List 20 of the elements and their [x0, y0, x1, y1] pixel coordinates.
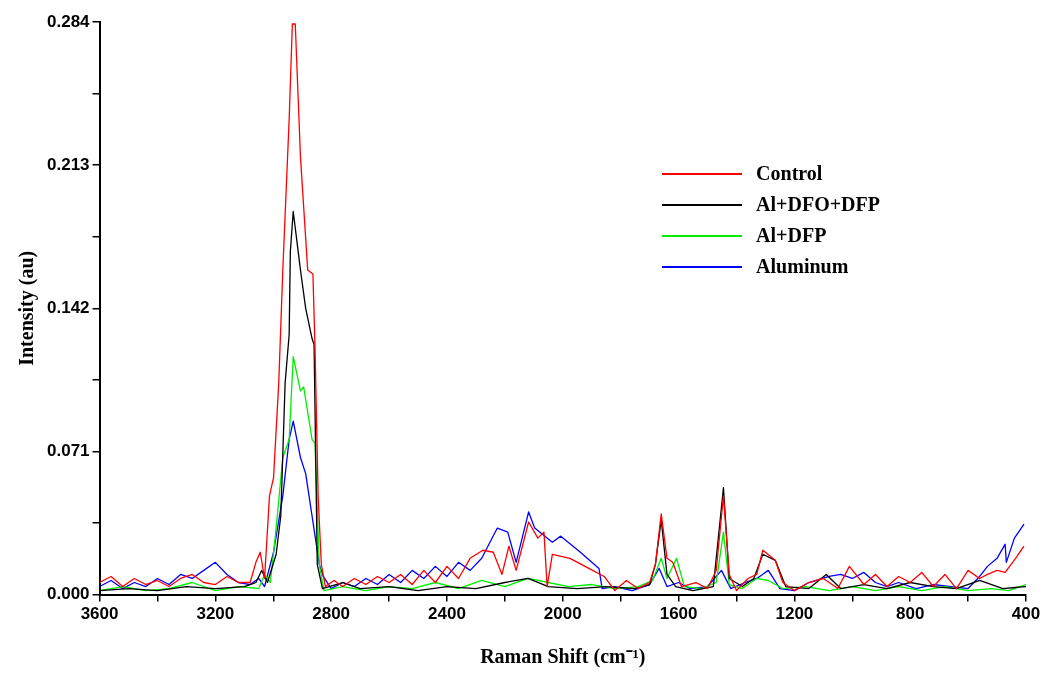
- y-tick-label: 0.071: [46, 441, 90, 461]
- legend-label: Control: [756, 162, 823, 185]
- y-tick-label: 0.142: [46, 297, 90, 317]
- y-tick-label: 0.284: [46, 11, 91, 31]
- y-tick-label: 0.000: [46, 584, 90, 604]
- x-tick-label: 1600: [659, 604, 698, 624]
- x-axis-title: Raman Shift (cm⁻¹): [480, 645, 646, 669]
- y-axis-title: Intensity (au): [15, 250, 39, 366]
- legend-label: Al+DFO+DFP: [756, 193, 880, 216]
- y-tick-label: 0.213: [46, 154, 90, 174]
- x-tick-label: 3600: [80, 604, 119, 624]
- x-tick-label: 2800: [312, 604, 351, 624]
- legend-label: Aluminum: [756, 255, 849, 278]
- x-tick-label: 1200: [775, 604, 814, 624]
- x-tick-label: 400: [1011, 604, 1041, 624]
- legend-label: Al+DFP: [756, 224, 827, 247]
- x-tick-label: 2000: [543, 604, 582, 624]
- x-tick-label: 2400: [428, 604, 466, 624]
- x-tick-label: 800: [896, 604, 925, 624]
- x-tick-label: 3200: [196, 604, 235, 624]
